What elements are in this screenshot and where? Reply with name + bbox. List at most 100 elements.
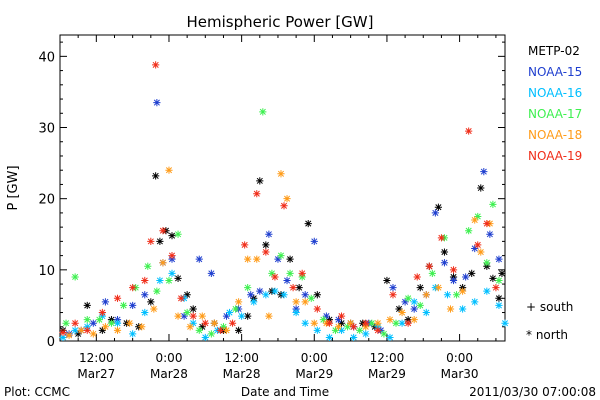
marker-legend-north: * north	[526, 328, 568, 342]
data-point	[168, 252, 176, 260]
data-point	[301, 319, 309, 327]
data-point	[501, 319, 509, 327]
data-point	[159, 259, 167, 267]
data-point	[389, 284, 397, 292]
data-point	[404, 294, 412, 302]
data-point	[141, 276, 149, 285]
legend-entry-NOAA-16: NOAA-16	[528, 86, 582, 100]
data-point	[431, 209, 439, 217]
legend-entry-NOAA-15: NOAA-15	[528, 65, 582, 79]
data-point	[295, 284, 303, 292]
data-point	[147, 298, 155, 306]
data-point	[189, 305, 197, 313]
data-point	[71, 273, 79, 281]
data-point	[298, 269, 306, 277]
data-point	[334, 323, 343, 331]
series-NOAA-17	[62, 108, 503, 338]
data-point	[198, 323, 206, 331]
data-point	[159, 227, 167, 235]
data-point	[101, 323, 110, 331]
data-point	[398, 319, 406, 327]
data-point	[198, 312, 206, 320]
data-point	[165, 166, 173, 174]
data-point	[177, 294, 185, 302]
data-point	[471, 244, 479, 253]
series-NOAA-15	[65, 99, 503, 338]
x-tick-label-time-0: 12:00	[79, 351, 114, 365]
data-point	[410, 305, 418, 313]
data-point	[331, 326, 340, 334]
data-point	[222, 326, 231, 334]
marker-legend-south: + south	[526, 300, 573, 314]
data-point	[389, 291, 397, 299]
data-point	[301, 291, 309, 299]
data-point	[425, 262, 433, 270]
data-point	[241, 241, 249, 249]
data-point	[74, 330, 82, 338]
data-point	[416, 301, 424, 310]
data-point	[440, 259, 449, 267]
data-point	[404, 319, 412, 327]
data-point	[322, 312, 330, 320]
data-point	[474, 241, 482, 249]
data-point	[440, 248, 449, 256]
data-point	[483, 219, 491, 228]
series-NOAA-19	[59, 61, 500, 337]
data-point	[410, 298, 418, 306]
data-point	[262, 248, 270, 256]
x-axis-label: Date and Time	[241, 385, 329, 399]
data-point	[253, 190, 261, 198]
data-point	[452, 291, 461, 299]
data-point	[174, 230, 182, 238]
data-point	[235, 298, 243, 306]
data-point	[59, 333, 67, 342]
y-axis-label: P [GW]	[6, 165, 21, 210]
data-point	[313, 326, 321, 334]
data-point	[489, 200, 497, 208]
data-point	[374, 319, 382, 327]
x-tick-label-time-3: 0:00	[301, 351, 328, 365]
data-point	[156, 276, 164, 285]
data-point	[83, 326, 91, 334]
legend-entry-NOAA-19: NOAA-19	[528, 149, 582, 163]
data-point	[495, 255, 503, 263]
data-point	[231, 305, 240, 313]
data-point	[413, 273, 421, 281]
y-tick-label-1: 10	[38, 264, 55, 279]
data-point	[325, 333, 334, 342]
data-point	[283, 276, 291, 285]
data-point	[201, 319, 209, 327]
data-point	[83, 301, 91, 310]
data-point	[119, 301, 128, 310]
data-point	[129, 330, 137, 338]
data-point	[168, 232, 176, 240]
y-tick-label-4: 40	[38, 50, 55, 65]
data-point	[77, 326, 85, 334]
y-tick-label-2: 20	[38, 193, 55, 208]
data-point	[468, 269, 476, 277]
data-point	[265, 312, 273, 320]
data-point	[195, 255, 203, 263]
data-point	[101, 298, 110, 306]
data-point	[256, 287, 264, 295]
data-point	[183, 308, 191, 317]
data-point	[259, 108, 267, 116]
data-point	[483, 259, 491, 267]
data-point	[216, 326, 225, 334]
data-point	[465, 127, 473, 135]
data-point	[183, 291, 191, 299]
data-point	[141, 308, 149, 317]
data-point	[292, 308, 300, 317]
timestamp: 2011/03/30 07:00:08	[469, 385, 596, 399]
data-point	[495, 276, 503, 285]
data-point	[307, 294, 315, 302]
data-point	[141, 291, 149, 299]
data-point	[280, 291, 288, 299]
data-point	[98, 326, 106, 334]
data-point	[225, 308, 234, 317]
data-point	[449, 266, 458, 274]
data-point	[244, 284, 252, 292]
data-point	[437, 234, 446, 242]
data-point	[337, 319, 346, 327]
